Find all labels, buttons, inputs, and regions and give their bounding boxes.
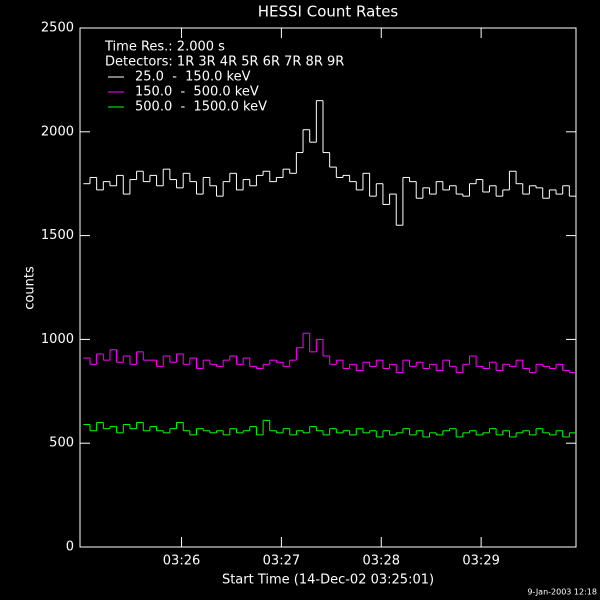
x-tick-label: 03:26 xyxy=(163,554,200,569)
y-tick-label: 1500 xyxy=(41,228,74,243)
y-tick-label: 1000 xyxy=(41,332,74,347)
annotation: Time Res.: 2.000 s xyxy=(104,40,225,55)
chart-title: HESSI Count Rates xyxy=(258,3,399,21)
x-tick-label: 03:27 xyxy=(263,554,300,569)
footer: 9-Jan-2003 12:18 xyxy=(527,588,597,597)
x-axis-label: Start Time (14-Dec-02 03:25:01) xyxy=(222,573,434,588)
annotation: Detectors: 1R 3R 4R 5R 6R 7R 8R 9R xyxy=(105,55,344,70)
x-tick-label: 03:29 xyxy=(462,554,499,569)
y-tick-label: 500 xyxy=(49,436,74,451)
legend-label: 25.0 - 150.0 keV xyxy=(135,70,251,85)
legend-label: 150.0 - 500.0 keV xyxy=(135,85,259,100)
x-tick-label: 03:28 xyxy=(363,554,400,569)
y-tick-label: 2000 xyxy=(41,124,74,139)
y-tick-label: 0 xyxy=(66,540,74,555)
y-tick-label: 2500 xyxy=(41,21,74,36)
legend-label: 500.0 - 1500.0 keV xyxy=(135,100,267,115)
y-axis-label: counts xyxy=(23,266,38,310)
plot-frame xyxy=(79,27,577,548)
